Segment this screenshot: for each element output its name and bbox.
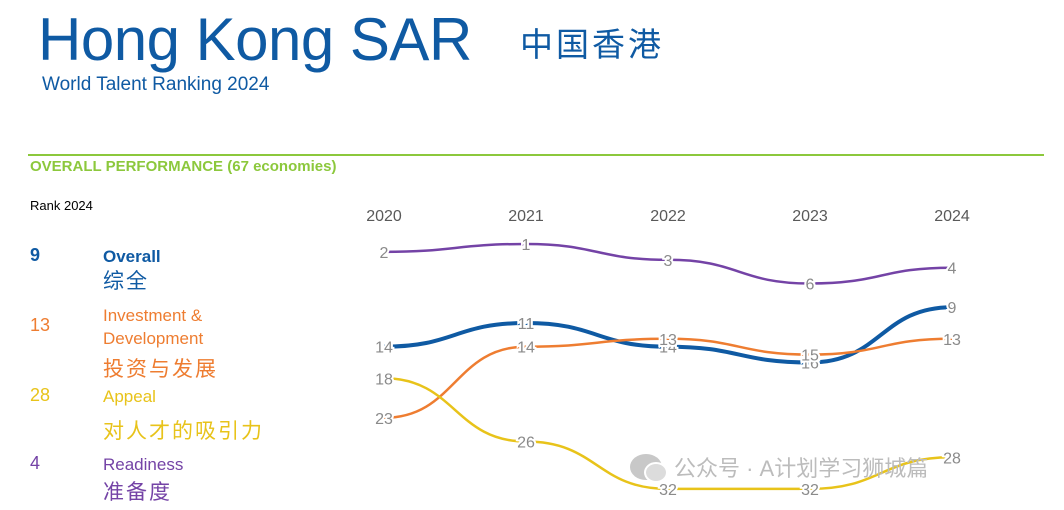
data-label: 15 [801, 348, 819, 365]
watermark: 公众号 · A计划学习狮城篇 [630, 450, 928, 484]
data-label: 16 [801, 356, 819, 373]
data-label: 32 [801, 482, 819, 499]
data-label: 13 [659, 332, 677, 349]
rank-readiness: 4 [30, 453, 41, 473]
data-label: 2 [380, 245, 389, 262]
data-label: 6 [806, 277, 815, 294]
label-investment-cn: 投资与发展 [103, 357, 218, 381]
rank-column-label: Rank 2024 [30, 198, 93, 213]
data-label: 28 [943, 450, 961, 467]
label-readiness-cn: 准备度 [103, 480, 172, 504]
section-heading: OVERALL PERFORMANCE (67 economies) [30, 158, 337, 175]
label-appeal-cn: 对人才的吸引力 [103, 419, 264, 443]
series-line [383, 242, 953, 285]
label-overall: Overall [103, 247, 161, 266]
label-overall-cn: 综全 [103, 269, 149, 293]
data-label: 3 [664, 253, 673, 270]
watermark-text: 公众号 · A计划学习狮城篇 [674, 456, 929, 481]
data-label: 14 [375, 340, 393, 357]
x-tick-label: 2023 [792, 208, 828, 225]
data-label: 23 [375, 411, 393, 428]
data-label: 18 [375, 371, 393, 388]
data-label: 4 [948, 261, 957, 278]
rank-investment: 13 [30, 315, 51, 335]
label-appeal: Appeal [103, 387, 156, 406]
data-label: 32 [659, 482, 677, 499]
section-divider [28, 154, 1044, 156]
page-subtitle: World Talent Ranking 2024 [42, 74, 270, 95]
data-label: 9 [948, 300, 957, 317]
data-label: 11 [518, 316, 535, 333]
page-title: Hong Kong SAR [38, 6, 472, 73]
page-title-chinese: 中国香港 [520, 25, 664, 64]
series-line [383, 377, 953, 491]
x-tick-label: 2020 [366, 208, 402, 225]
data-label: 14 [517, 340, 535, 357]
x-tick-label: 2022 [650, 208, 686, 225]
x-tick-label: 2024 [934, 208, 970, 225]
data-label: 13 [943, 332, 961, 349]
label-readiness: Readiness [103, 455, 184, 474]
series-line [383, 305, 953, 365]
label-investment: Investment & Development [103, 306, 204, 348]
data-label: 26 [517, 435, 535, 452]
x-tick-label: 2021 [508, 208, 544, 225]
rank-appeal: 28 [30, 385, 51, 405]
data-label: 1 [522, 237, 531, 254]
data-label: 14 [659, 340, 677, 357]
rank-overall: 9 [30, 245, 41, 265]
wechat-icon [630, 454, 668, 483]
series-line [383, 337, 953, 420]
